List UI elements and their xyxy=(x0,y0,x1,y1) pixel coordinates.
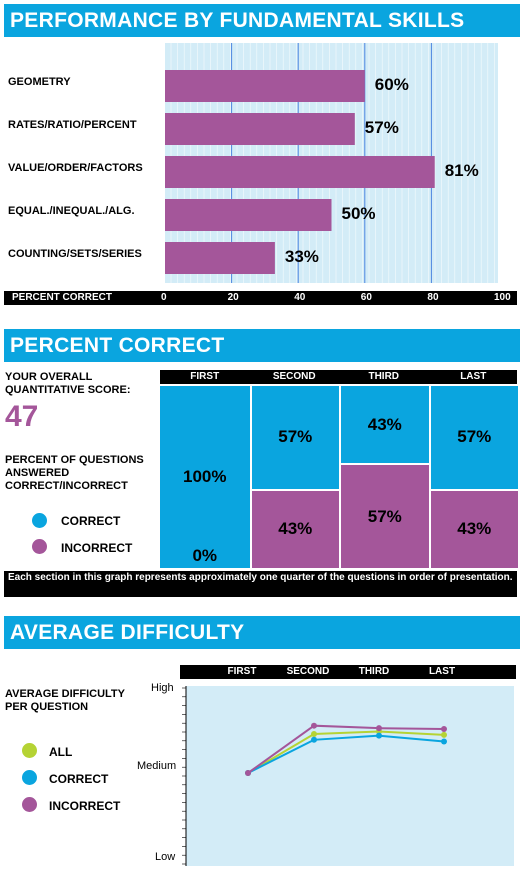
difficulty-line-all xyxy=(247,730,445,774)
skills-category-label: VALUE/ORDER/FACTORS xyxy=(8,162,143,174)
difficulty-point-incorrect xyxy=(376,725,382,732)
difficulty-point-all xyxy=(311,730,317,737)
quarter-header: THIRD xyxy=(368,371,400,382)
incorrect-legend-dot xyxy=(32,539,47,554)
difficulty-point-incorrect xyxy=(311,722,317,729)
difficulty-point-correct xyxy=(311,736,317,743)
difficulty-header-bar: FIRST SECOND THIRD LAST xyxy=(180,665,516,679)
difficulty-quarter-header: LAST xyxy=(428,666,456,677)
difficulty-side-label: AVERAGE DIFFICULTY PER QUESTION xyxy=(5,688,125,713)
skills-category-label: GEOMETRY xyxy=(8,76,71,88)
incorrect-cell: 57% xyxy=(341,465,429,568)
quarter-header-bar: FIRST SECOND THIRD LAST xyxy=(160,370,517,384)
quarter-header: LAST xyxy=(460,371,487,382)
difficulty-quarter-header: THIRD xyxy=(358,666,390,677)
skills-tick-label: 100 xyxy=(494,292,511,303)
overall-score-value: 47 xyxy=(5,400,39,433)
quarter-header: FIRST xyxy=(190,371,220,382)
skills-value-label: 33% xyxy=(284,247,319,266)
correct-cell: 57% xyxy=(251,386,339,489)
correct-cell: 100% xyxy=(160,386,250,568)
difficulty-quarter-header: SECOND xyxy=(286,666,330,677)
quarter-header: SECOND xyxy=(272,371,316,382)
skills-tick-label: 20 xyxy=(227,292,239,303)
skills-bar-3 xyxy=(165,199,332,231)
skills-category-label: EQUAL./INEQUAL./ALG. xyxy=(8,205,135,217)
incorrect-diff-legend-dot xyxy=(22,797,37,812)
skills-tick-label: 80 xyxy=(427,292,439,303)
incorrect-cell: 43% xyxy=(430,490,518,568)
incorrect-cell-label: 0% xyxy=(192,546,218,565)
difficulty-point-correct xyxy=(376,732,382,739)
difficulty-point-all xyxy=(441,731,447,738)
difficulty-point-incorrect xyxy=(441,726,447,733)
answered-label: PERCENT OF QUESTIONS ANSWERED CORRECT/IN… xyxy=(5,454,144,492)
skills-value-label: 60% xyxy=(374,75,409,94)
skills-chart xyxy=(165,43,495,283)
difficulty-line-correct xyxy=(247,734,445,774)
all-legend-dot xyxy=(22,743,37,758)
skills-category-label: RATES/RATIO/PERCENT xyxy=(8,119,137,131)
all-legend-label: ALL xyxy=(49,745,73,759)
correct-diff-legend-dot xyxy=(22,770,37,785)
correct-legend-label: CORRECT xyxy=(61,514,121,528)
correct-cell: 57% xyxy=(430,386,518,489)
percent-correct-section-title: PERCENT CORRECT xyxy=(4,329,520,362)
skills-chart-panel xyxy=(165,43,498,283)
skills-value-label: 81% xyxy=(444,161,479,180)
skills-bar-2 xyxy=(165,156,435,188)
incorrect-cell: 43% xyxy=(251,490,339,568)
skills-value-label: 57% xyxy=(364,118,399,137)
correct-diff-legend-label: CORRECT xyxy=(49,772,109,786)
skills-bar-4 xyxy=(165,242,275,274)
skills-tick-label: 0 xyxy=(161,292,167,303)
skills-bar-0 xyxy=(165,70,365,102)
y-level-low: Low xyxy=(155,851,176,863)
y-level-high: High xyxy=(151,682,174,694)
average-difficulty-section-title: AVERAGE DIFFICULTY xyxy=(4,616,520,649)
skills-bar-1 xyxy=(165,113,355,145)
skills-value-label: 50% xyxy=(341,204,376,223)
difficulty-point-incorrect xyxy=(245,770,251,776)
difficulty-panel xyxy=(186,686,514,866)
correct-legend-dot xyxy=(32,513,47,528)
difficulty-point-correct xyxy=(441,738,447,745)
y-level-medium: Medium xyxy=(137,760,177,772)
skills-axis-label: PERCENT CORRECT xyxy=(12,292,113,303)
correct-cell: 43% xyxy=(341,386,429,464)
percent-correct-footnote: Each section in this graph represents ap… xyxy=(4,571,517,597)
incorrect-diff-legend-label: INCORRECT xyxy=(49,799,121,813)
skills-tick-label: 40 xyxy=(294,292,306,303)
difficulty-chart xyxy=(182,686,514,866)
difficulty-line-incorrect xyxy=(247,724,445,774)
overall-score-label: YOUR OVERALL QUANTITATIVE SCORE: xyxy=(5,371,131,396)
incorrect-legend-label: INCORRECT xyxy=(61,541,133,555)
skills-section-title: PERFORMANCE BY FUNDAMENTAL SKILLS xyxy=(4,4,520,37)
skills-axis-bar: PERCENT CORRECT 0 20 40 60 80 100 xyxy=(4,291,517,305)
skills-tick-label: 60 xyxy=(360,292,372,303)
skills-category-label: COUNTING/SETS/SERIES xyxy=(8,248,142,260)
difficulty-quarter-header: FIRST xyxy=(227,666,257,677)
